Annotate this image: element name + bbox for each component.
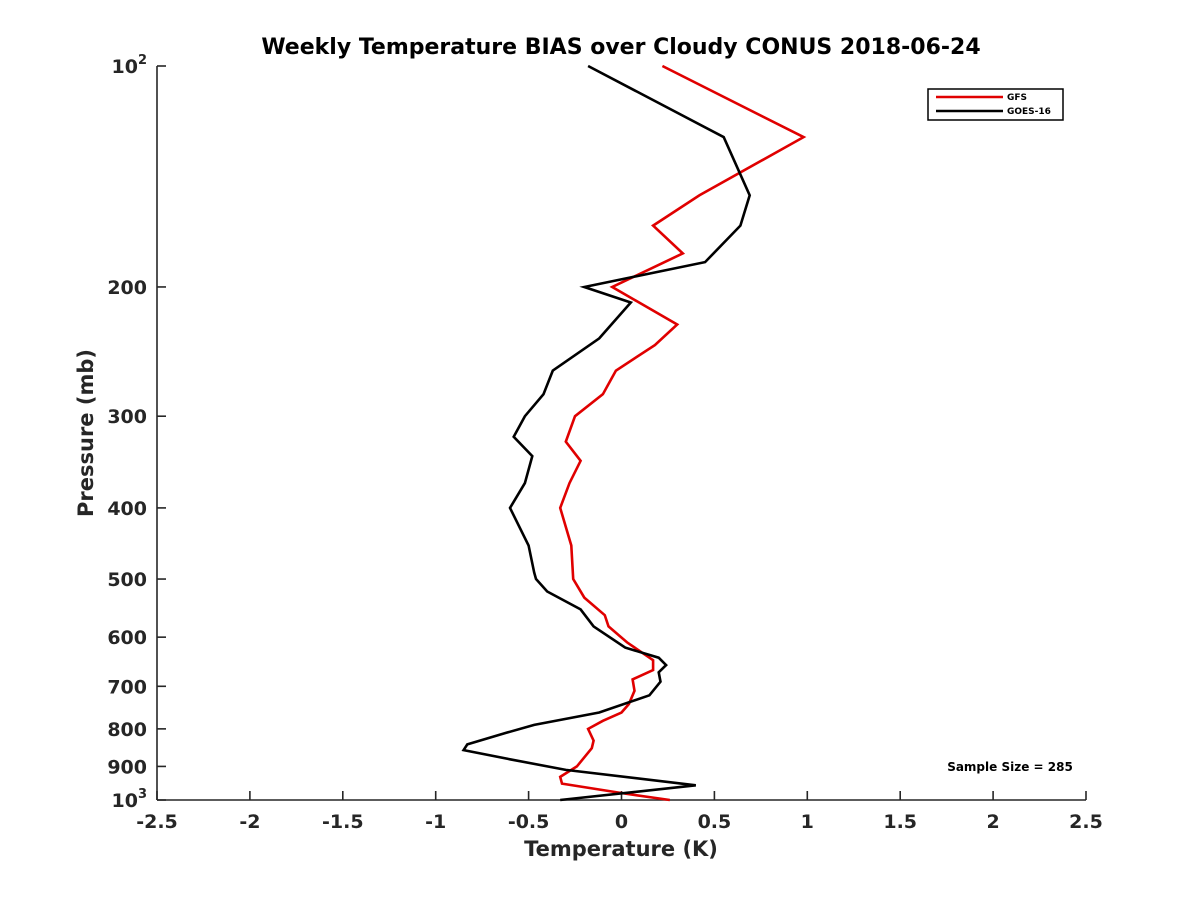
y-tick-label: 103 <box>112 787 148 812</box>
y-tick-label: 400 <box>107 498 147 520</box>
y-tick-label: 300 <box>107 406 147 428</box>
legend: GFS GOES-16 <box>927 88 1064 121</box>
y-axis-label: Pressure (mb) <box>74 349 98 517</box>
x-tick-label: 0 <box>615 811 628 833</box>
sample-size-annotation: Sample Size = 285 <box>947 760 1073 774</box>
chart-title: Weekly Temperature BIAS over Cloudy CONU… <box>261 35 980 60</box>
y-tick-label: 102 <box>112 53 148 78</box>
x-tick-label: -1 <box>425 811 446 833</box>
series-line-goes-16 <box>461 64 752 802</box>
legend-box <box>927 88 1064 121</box>
y-tick-label: 500 <box>107 569 147 591</box>
x-tick-label: 0.5 <box>698 811 732 833</box>
y-tick-label: 600 <box>107 627 147 649</box>
x-axis-ticks: -2.5 -2 -1.5 -1 -0.5 0 0.5 1 1.5 2 2.5 <box>136 791 1103 833</box>
x-tick-label: -2 <box>239 811 260 833</box>
x-tick-label: 2 <box>986 811 999 833</box>
y-axis-ticks: 102 200 300 400 500 600 700 800 900 103 <box>107 53 166 812</box>
x-tick-label: 1.5 <box>883 811 917 833</box>
x-tick-label: 2.5 <box>1069 811 1103 833</box>
x-tick-label: -2.5 <box>136 811 178 833</box>
x-axis-label: Temperature (K) <box>524 837 718 861</box>
legend-label: GFS <box>1007 93 1027 103</box>
y-tick-label: 900 <box>107 756 147 778</box>
x-tick-label: -0.5 <box>508 811 550 833</box>
y-tick-label: 800 <box>107 719 147 741</box>
y-tick-label: 700 <box>107 676 147 698</box>
legend-label: GOES-16 <box>1007 107 1051 117</box>
y-tick-label: 200 <box>107 277 147 299</box>
series-lines <box>461 64 807 802</box>
series-line-gfs <box>558 64 807 802</box>
x-tick-label: -1.5 <box>322 811 364 833</box>
x-tick-label: 1 <box>801 811 814 833</box>
